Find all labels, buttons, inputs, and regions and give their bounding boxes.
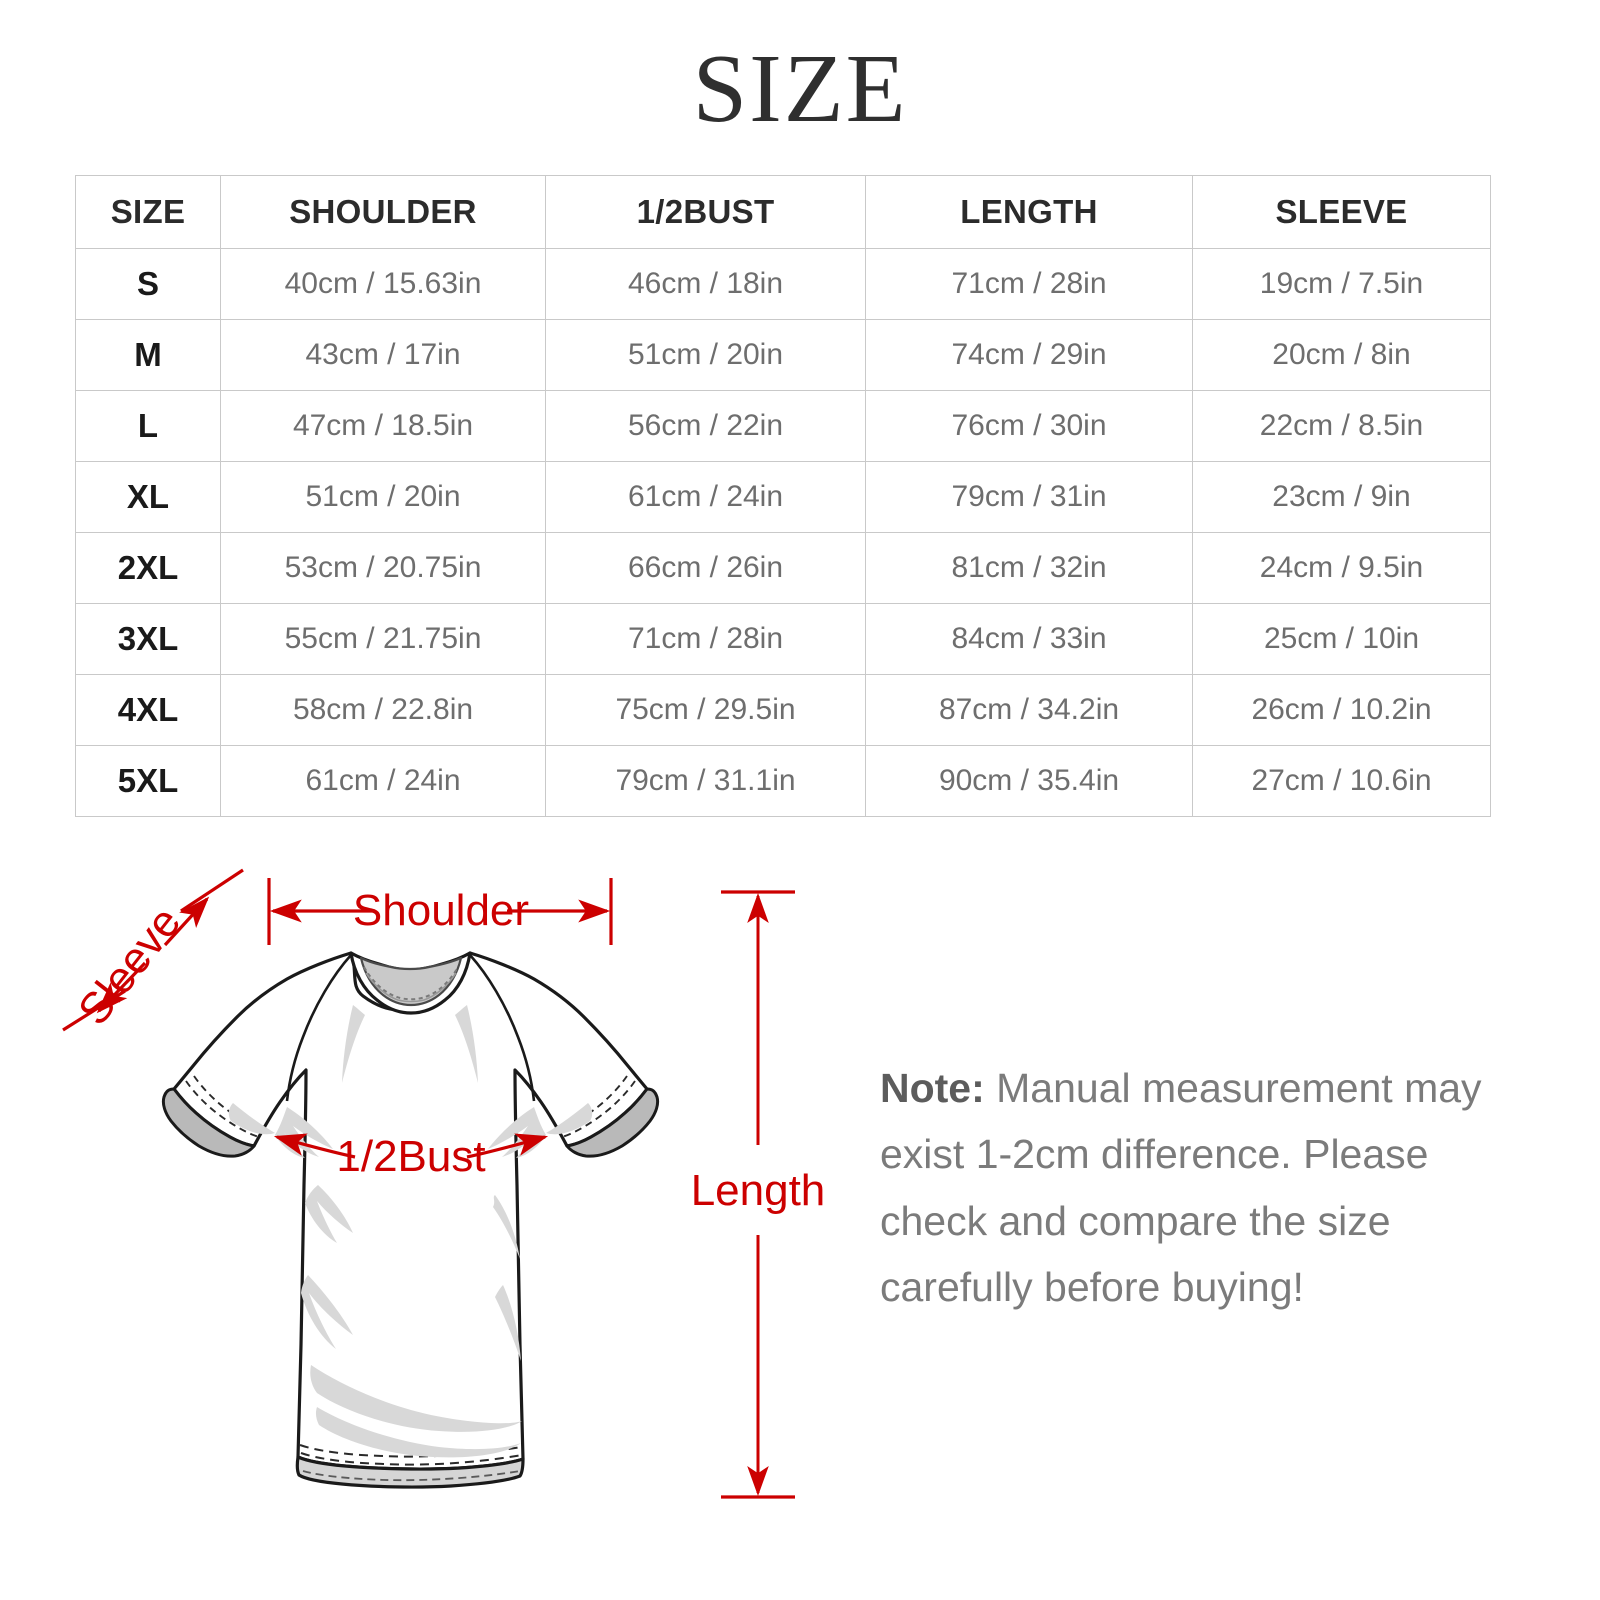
column-header-bust: 1/2BUST <box>545 175 866 249</box>
cell-length: 71cm / 28in <box>865 248 1193 320</box>
cell-shoulder: 43cm / 17in <box>220 319 546 391</box>
table-row: 2XL 53cm / 20.75in 66cm / 26in 81cm / 32… <box>75 532 1491 604</box>
cell-length: 90cm / 35.4in <box>865 745 1193 817</box>
tshirt-hem-stitch-lower <box>300 1452 523 1466</box>
cell-shoulder: 55cm / 21.75in <box>220 603 546 675</box>
cell-bust: 79cm / 31.1in <box>545 745 866 817</box>
tshirt-collar-rib-band-2 <box>365 972 457 1003</box>
tshirt-body-outline <box>172 951 649 1471</box>
page-title: SIZE <box>692 35 908 143</box>
cell-size: 5XL <box>75 745 221 817</box>
table-row: 3XL 55cm / 21.75in 71cm / 28in 84cm / 33… <box>75 603 1491 675</box>
column-header-length: LENGTH <box>865 175 1193 249</box>
cell-bust: 61cm / 24in <box>545 461 866 533</box>
cell-shoulder: 47cm / 18.5in <box>220 390 546 462</box>
cell-size: 2XL <box>75 532 221 604</box>
bust-arrow-right <box>466 1133 549 1159</box>
table-row: L 47cm / 18.5in 56cm / 22in 76cm / 30in … <box>75 390 1491 462</box>
table-row: 5XL 61cm / 24in 79cm / 31.1in 90cm / 35.… <box>75 745 1491 817</box>
shoulder-dimension-annotation: Shoulder <box>267 878 613 945</box>
cell-bust: 46cm / 18in <box>545 248 866 320</box>
tshirt-right-cuff-stitch-1 <box>561 1080 636 1138</box>
cell-size: 4XL <box>75 674 221 746</box>
sleeve-tick-top <box>180 868 244 913</box>
bust-label: 1/2Bust <box>336 1132 485 1181</box>
cell-shoulder: 61cm / 24in <box>220 745 546 817</box>
cell-bust: 66cm / 26in <box>545 532 866 604</box>
cell-sleeve: 26cm / 10.2in <box>1192 674 1491 746</box>
cell-length: 74cm / 29in <box>865 319 1193 391</box>
table-row: S 40cm / 15.63in 46cm / 18in 71cm / 28in… <box>75 248 1491 320</box>
tshirt-left-cuff-opening <box>161 1087 256 1158</box>
table-header-row: SIZE SHOULDER 1/2BUST LENGTH SLEEVE <box>75 175 1491 249</box>
length-label: Length <box>691 1166 826 1215</box>
tshirt-hem-stitch-bottom <box>302 1470 521 1482</box>
cell-sleeve: 20cm / 8in <box>1192 319 1491 391</box>
tshirt-illustration <box>161 951 660 1489</box>
cell-sleeve: 19cm / 7.5in <box>1192 248 1491 320</box>
cell-sleeve: 24cm / 9.5in <box>1192 532 1491 604</box>
tshirt-measurement-diagram: Shoulder Sleeve 1/2Bust <box>55 845 845 1585</box>
shoulder-label: Shoulder <box>353 886 529 935</box>
column-header-size: SIZE <box>75 175 221 249</box>
tshirt-left-cuff-stitch-1 <box>185 1080 260 1138</box>
cell-length: 81cm / 32in <box>865 532 1193 604</box>
tshirt-right-cuff-opening <box>565 1087 660 1158</box>
cell-shoulder: 58cm / 22.8in <box>220 674 546 746</box>
cell-shoulder: 53cm / 20.75in <box>220 532 546 604</box>
sleeve-dimension-annotation: Sleeve <box>62 868 244 1034</box>
length-dimension-annotation: Length <box>691 890 826 1499</box>
column-header-shoulder: SHOULDER <box>220 175 546 249</box>
cell-bust: 71cm / 28in <box>545 603 866 675</box>
cell-bust: 56cm / 22in <box>545 390 866 462</box>
note-text: Manual measurement may exist 1-2cm diffe… <box>880 1065 1482 1311</box>
tshirt-collar-rib-band <box>363 966 459 1001</box>
tshirt-bottom-hem <box>295 1455 525 1489</box>
table-row: XL 51cm / 20in 61cm / 24in 79cm / 31in 2… <box>75 461 1491 533</box>
cell-length: 84cm / 33in <box>865 603 1193 675</box>
cell-bust: 51cm / 20in <box>545 319 866 391</box>
cell-sleeve: 23cm / 9in <box>1192 461 1491 533</box>
cell-length: 76cm / 30in <box>865 390 1193 462</box>
cell-shoulder: 40cm / 15.63in <box>220 248 546 320</box>
cell-size: XL <box>75 461 221 533</box>
table-row: 4XL 58cm / 22.8in 75cm / 29.5in 87cm / 3… <box>75 674 1491 746</box>
tshirt-right-shoulder-seam <box>469 954 536 1102</box>
cell-size: M <box>75 319 221 391</box>
note-label: Note: <box>880 1065 985 1111</box>
cell-size: S <box>75 248 221 320</box>
sleeve-arrow-up <box>163 896 210 947</box>
size-table: SIZE SHOULDER 1/2BUST LENGTH SLEEVE S 40… <box>75 175 1491 817</box>
measurement-note: Note: Manual measurement may exist 1-2cm… <box>880 1055 1520 1321</box>
bust-dimension-annotation: 1/2Bust <box>273 1132 549 1181</box>
table-row: M 43cm / 17in 51cm / 20in 74cm / 29in 20… <box>75 319 1491 391</box>
cell-sleeve: 25cm / 10in <box>1192 603 1491 675</box>
cell-bust: 75cm / 29.5in <box>545 674 866 746</box>
sleeve-label: Sleeve <box>69 898 190 1034</box>
cell-size: 3XL <box>75 603 221 675</box>
bust-arrow-left <box>273 1133 356 1159</box>
cell-length: 79cm / 31in <box>865 461 1193 533</box>
cell-shoulder: 51cm / 20in <box>220 461 546 533</box>
tshirt-left-shoulder-seam <box>285 954 352 1102</box>
sleeve-arrow-down <box>96 961 147 1014</box>
cell-size: L <box>75 390 221 462</box>
cell-sleeve: 22cm / 8.5in <box>1192 390 1491 462</box>
cell-length: 87cm / 34.2in <box>865 674 1193 746</box>
column-header-sleeve: SLEEVE <box>1192 175 1491 249</box>
cell-sleeve: 27cm / 10.6in <box>1192 745 1491 817</box>
